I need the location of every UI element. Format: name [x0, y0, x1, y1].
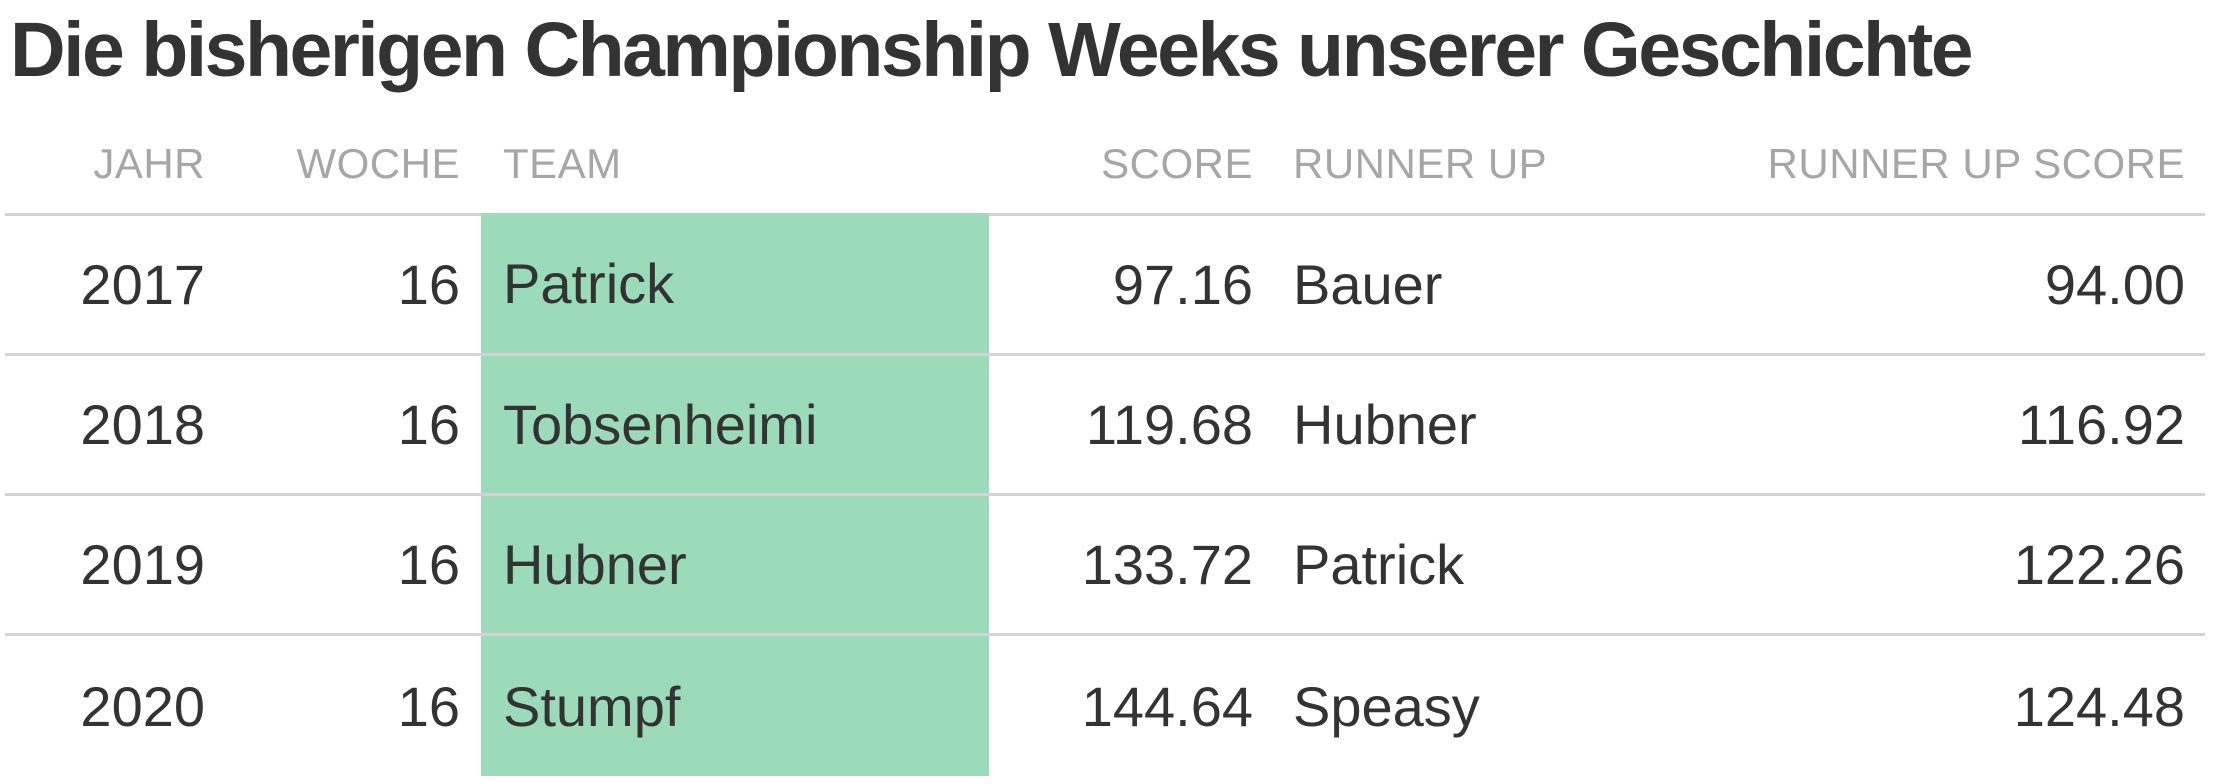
cell-runner-up: Bauer — [1293, 253, 1443, 316]
cell-woche: 16 — [397, 533, 460, 596]
header-runner-up-score: RUNNER UP SCORE — [1767, 139, 2185, 187]
cell-score: 133.72 — [1081, 533, 1253, 596]
cell-runner-up-score: 94.00 — [2044, 253, 2185, 316]
cell-runner-up-score: 116.92 — [2017, 393, 2185, 456]
cell-woche: 16 — [397, 253, 460, 316]
cell-runner-up: Speasy — [1293, 674, 1480, 738]
cell-jahr: 2018 — [80, 393, 205, 456]
cell-team: Tobsenheimi — [481, 356, 989, 493]
header-woche: WOCHE — [296, 139, 460, 187]
cell-runner-up: Patrick — [1293, 533, 1465, 596]
cell-score: 119.68 — [1085, 393, 1253, 456]
cell-runner-up-score: 122.26 — [2013, 533, 2185, 596]
header-jahr: JAHR — [93, 139, 205, 187]
table-header-row: JAHR WOCHE TEAM SCORE RUNNER UP RUNNER U… — [5, 118, 2205, 216]
chart-title: Die bisherigen Championship Weeks unsere… — [10, 7, 1974, 93]
header-score: SCORE — [1101, 139, 1253, 187]
cell-score: 97.16 — [1112, 253, 1253, 316]
cell-jahr: 2020 — [80, 674, 205, 738]
cell-woche: 16 — [397, 393, 460, 456]
cell-team: Hubner — [481, 496, 989, 633]
table-row: 2020 16 Stumpf 144.64 Speasy 124.48 — [5, 636, 2205, 776]
table-row: 2018 16 Tobsenheimi 119.68 Hubner 116.92 — [5, 356, 2205, 496]
header-runner-up: RUNNER UP — [1293, 139, 1548, 187]
cell-runner-up-score: 124.48 — [2013, 674, 2185, 738]
cell-jahr: 2019 — [80, 533, 205, 596]
table-body: 2017 16 Patrick 97.16 Bauer 94.00 2018 16 Tobsen… — [5, 213, 2205, 776]
cell-runner-up: Hubner — [1293, 393, 1477, 456]
cell-team: Stumpf — [481, 636, 989, 776]
cell-woche: 16 — [397, 674, 460, 738]
championship-table: JAHR WOCHE TEAM SCORE RUNNER UP RUNNER U… — [5, 118, 2205, 776]
cell-team: Patrick — [481, 213, 989, 353]
header-team: TEAM — [503, 139, 622, 187]
table-row: 2017 16 Patrick 97.16 Bauer 94.00 — [5, 213, 2205, 356]
cell-score: 144.64 — [1081, 674, 1253, 738]
table-row: 2019 16 Hubner 133.72 Patrick 122.26 — [5, 496, 2205, 636]
cell-jahr: 2017 — [80, 253, 205, 316]
